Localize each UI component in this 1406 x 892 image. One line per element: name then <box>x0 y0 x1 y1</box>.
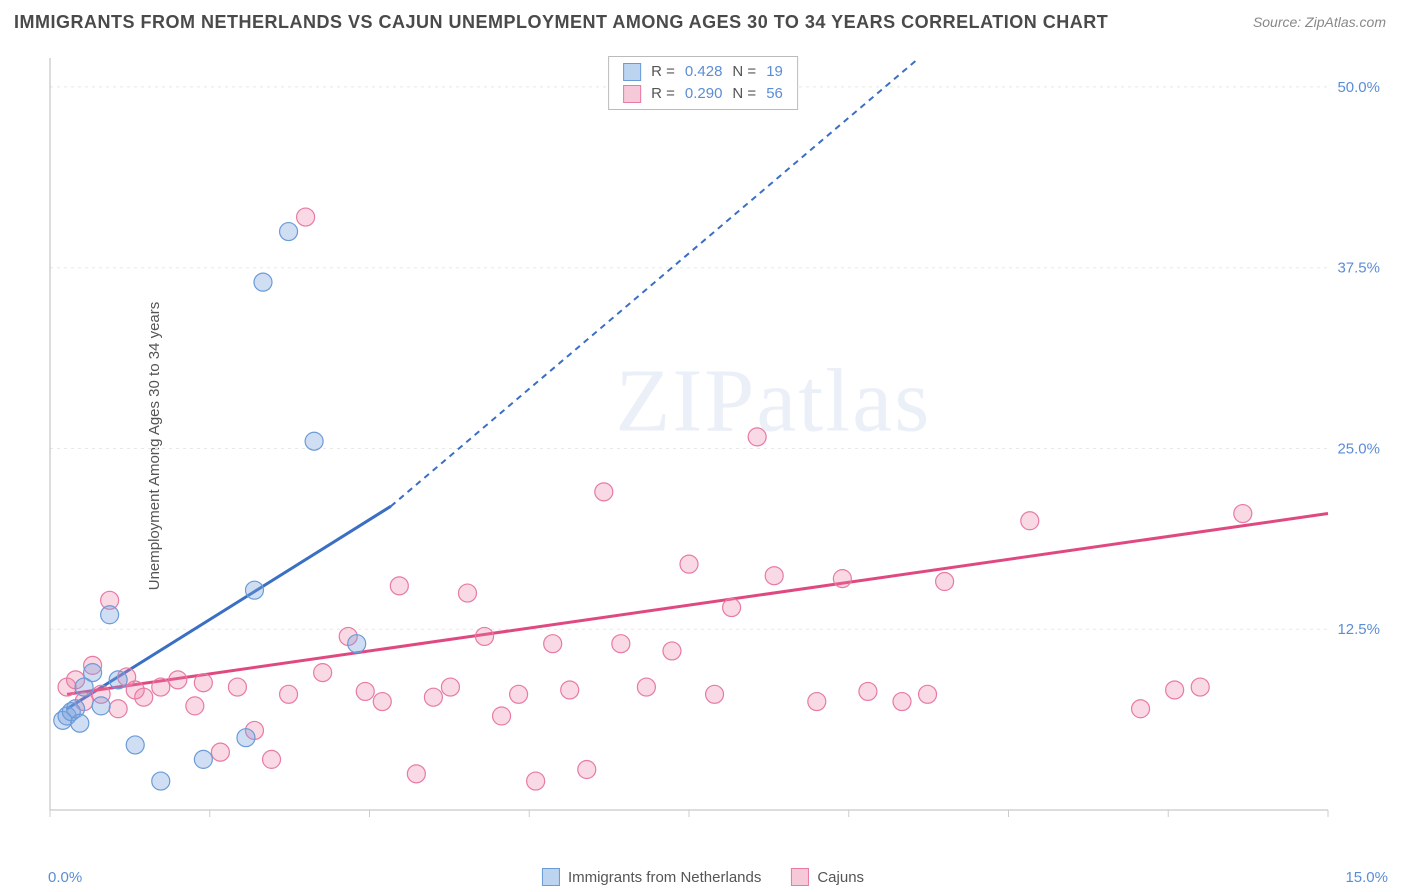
chart-container: IMMIGRANTS FROM NETHERLANDS VS CAJUN UNE… <box>0 0 1406 892</box>
legend-item-netherlands: Immigrants from Netherlands <box>542 868 761 886</box>
swatch-cajuns <box>791 868 809 886</box>
r-label: R = <box>651 61 675 83</box>
svg-text:50.0%: 50.0% <box>1337 79 1380 96</box>
swatch-cajuns <box>623 85 641 103</box>
legend-stats: R = 0.428 N = 19 R = 0.290 N = 56 <box>608 56 798 110</box>
legend-stats-row-cajuns: R = 0.290 N = 56 <box>623 83 783 105</box>
r-label: R = <box>651 83 675 105</box>
n-label: N = <box>732 83 756 105</box>
series-label-cajuns: Cajuns <box>817 869 864 886</box>
x-max-label: 15.0% <box>1345 869 1388 886</box>
svg-text:37.5%: 37.5% <box>1337 260 1380 277</box>
n-label: N = <box>732 61 756 83</box>
x-min-label: 0.0% <box>48 869 82 886</box>
source-label: Source: ZipAtlas.com <box>1253 14 1386 30</box>
r-value-netherlands: 0.428 <box>685 61 723 83</box>
scatter-plot: 12.5% 25.0% 37.5% 50.0% <box>48 56 1388 840</box>
swatch-netherlands <box>542 868 560 886</box>
legend-item-cajuns: Cajuns <box>791 868 864 886</box>
n-value-cajuns: 56 <box>766 83 783 105</box>
r-value-cajuns: 0.290 <box>685 83 723 105</box>
series-label-netherlands: Immigrants from Netherlands <box>568 869 761 886</box>
legend-series: Immigrants from Netherlands Cajuns <box>542 868 864 886</box>
legend-stats-row-netherlands: R = 0.428 N = 19 <box>623 61 783 83</box>
svg-text:12.5%: 12.5% <box>1337 621 1380 638</box>
chart-title: IMMIGRANTS FROM NETHERLANDS VS CAJUN UNE… <box>14 12 1108 33</box>
swatch-netherlands <box>623 63 641 81</box>
svg-text:25.0%: 25.0% <box>1337 440 1380 457</box>
n-value-netherlands: 19 <box>766 61 783 83</box>
